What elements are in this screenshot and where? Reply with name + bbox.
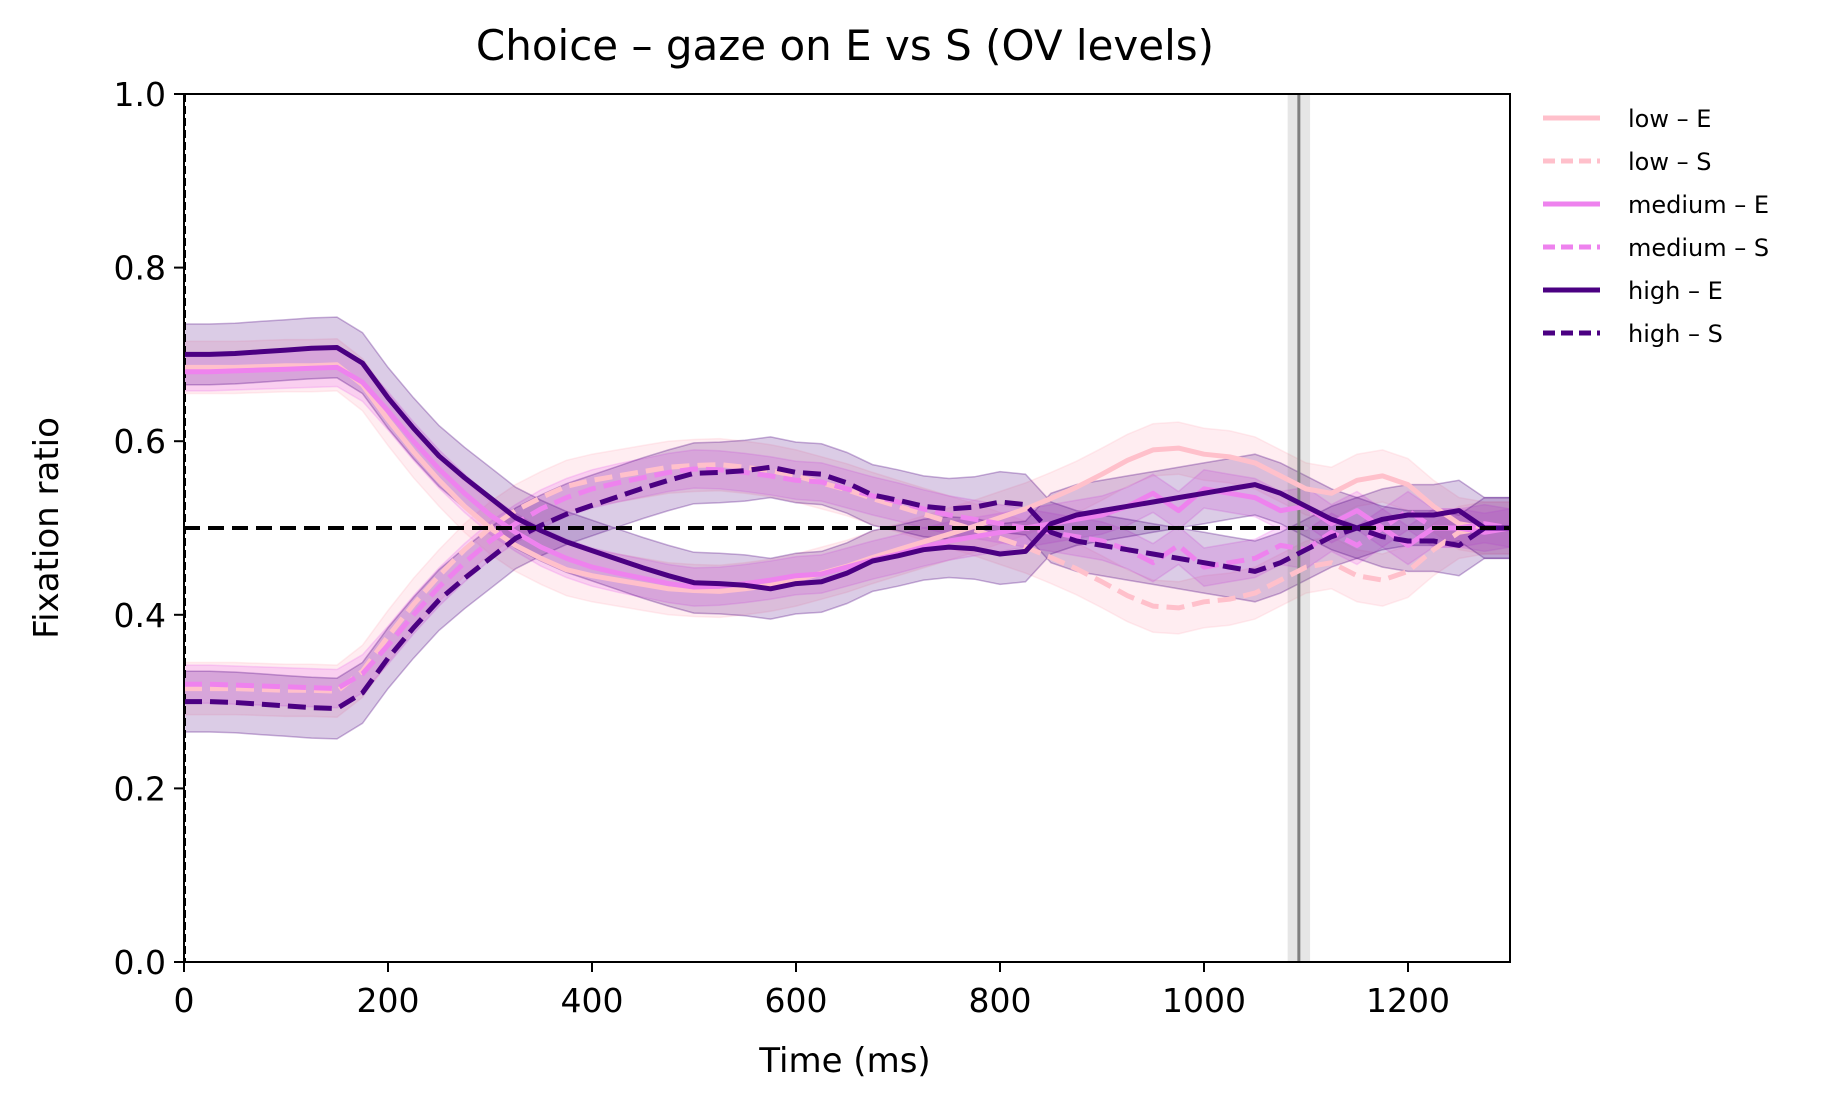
- x-tick-label: 600: [765, 981, 828, 1020]
- legend-label-5: high – S: [1628, 320, 1723, 348]
- x-tick-label: 400: [561, 981, 624, 1020]
- x-tick-label: 200: [357, 981, 420, 1020]
- series-band-3: [184, 449, 1510, 709]
- y-tick-label: 0.2: [114, 769, 166, 808]
- series-line-3: [184, 466, 1510, 692]
- plot-frame: [183, 93, 1511, 963]
- series-band-2: [184, 347, 1510, 607]
- series-line-5: [184, 464, 1510, 711]
- x-tick-label: 800: [969, 981, 1032, 1020]
- x-tick-label: 1000: [1162, 981, 1246, 1020]
- legend-label-3: medium – S: [1628, 234, 1769, 262]
- series-line-4: [184, 345, 1510, 592]
- series-line-2: [184, 364, 1510, 590]
- series-band-1: [184, 437, 1510, 718]
- x-tick-label: 0: [174, 981, 195, 1020]
- y-tick-label: 0.4: [114, 596, 166, 635]
- y-tick-label: 0.0: [114, 943, 166, 982]
- legend-label-2: medium – E: [1628, 191, 1769, 219]
- y-tick-label: 1.0: [114, 75, 166, 114]
- x-axis-label: Time (ms): [758, 1041, 930, 1081]
- axes: 0 200 400 600 800 1000 1200 0.0 0.2 0.4 0.6 0.8 1.0: [114, 75, 1511, 1020]
- y-axis-label: Fixation ratio: [27, 417, 67, 639]
- legend: low – E low – S medium – E medium – S high –…: [1543, 105, 1769, 348]
- y-tick-label: 0.8: [114, 249, 166, 288]
- legend-label-4: high – E: [1628, 277, 1723, 305]
- legend-label-0: low – E: [1628, 105, 1711, 133]
- chart-title: Choice – gaze on E vs S (OV levels): [476, 21, 1214, 70]
- y-tick-label: 0.6: [114, 422, 166, 461]
- legend-label-1: low – S: [1628, 148, 1711, 176]
- x-tick-label: 1200: [1366, 981, 1450, 1020]
